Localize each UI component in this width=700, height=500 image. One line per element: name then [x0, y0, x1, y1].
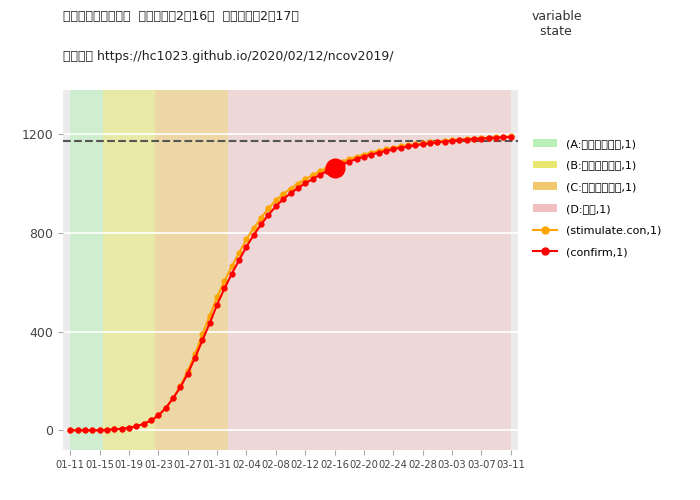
Legend: (A:染源初步流入,1), (B:染源一步流入,1), (C:染源大量流入,1), (D:隔离,1), (stimulate.con,1), (confirm,: (A:染源初步流入,1), (B:染源一步流入,1), (C:染源大量流入,1)… [533, 139, 662, 257]
Text: variable
  state: variable state [532, 10, 582, 38]
Text: 最新信息 https://hc1023.github.io/2020/02/12/ncov2019/: 最新信息 https://hc1023.github.io/2020/02/12… [63, 50, 393, 63]
Bar [70, 90, 104, 450]
Point [329, 164, 340, 172]
Bar [104, 90, 155, 450]
Text: 浙江省确诊人数模拟  模拟时间：2月16日  数据更新：2月17日: 浙江省确诊人数模拟 模拟时间：2月16日 数据更新：2月17日 [63, 10, 299, 23]
Bar [228, 90, 511, 450]
Bar [155, 90, 228, 450]
